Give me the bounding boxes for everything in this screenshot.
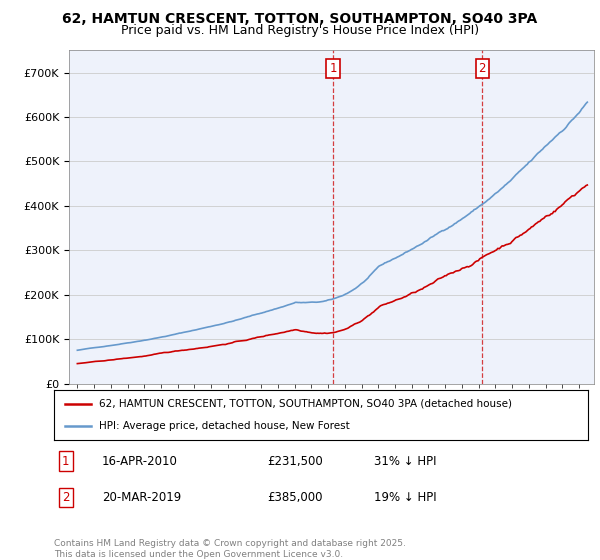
Text: 31% ↓ HPI: 31% ↓ HPI [374, 455, 437, 468]
Text: 62, HAMTUN CRESCENT, TOTTON, SOUTHAMPTON, SO40 3PA (detached house): 62, HAMTUN CRESCENT, TOTTON, SOUTHAMPTON… [100, 399, 512, 409]
Text: HPI: Average price, detached house, New Forest: HPI: Average price, detached house, New … [100, 421, 350, 431]
Text: 2: 2 [479, 62, 486, 75]
Text: £231,500: £231,500 [268, 455, 323, 468]
Text: £385,000: £385,000 [268, 491, 323, 504]
Text: 62, HAMTUN CRESCENT, TOTTON, SOUTHAMPTON, SO40 3PA: 62, HAMTUN CRESCENT, TOTTON, SOUTHAMPTON… [62, 12, 538, 26]
Text: 2: 2 [62, 491, 70, 504]
Text: 1: 1 [62, 455, 70, 468]
Text: 20-MAR-2019: 20-MAR-2019 [102, 491, 181, 504]
Text: Contains HM Land Registry data © Crown copyright and database right 2025.
This d: Contains HM Land Registry data © Crown c… [54, 539, 406, 559]
Text: 1: 1 [329, 62, 337, 75]
Text: Price paid vs. HM Land Registry's House Price Index (HPI): Price paid vs. HM Land Registry's House … [121, 24, 479, 37]
Text: 19% ↓ HPI: 19% ↓ HPI [374, 491, 437, 504]
Text: 16-APR-2010: 16-APR-2010 [102, 455, 178, 468]
